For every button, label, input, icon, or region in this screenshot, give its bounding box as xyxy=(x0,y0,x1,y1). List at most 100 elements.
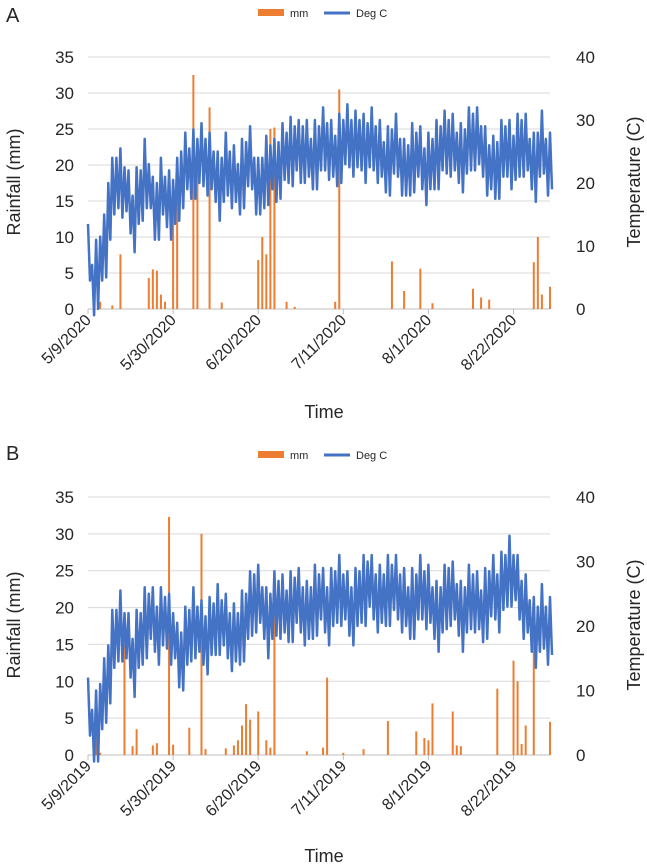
rainfall-bar xyxy=(119,254,122,309)
rainfall-bar xyxy=(326,677,329,755)
rainfall-bar xyxy=(188,727,191,755)
x-tick-label: 7/11/2019 xyxy=(289,758,351,820)
rainfall-bar xyxy=(451,711,454,755)
rainfall-bar xyxy=(459,746,462,755)
rainfall-bar xyxy=(480,297,483,309)
y-tick-left-label: 20 xyxy=(55,599,74,618)
rainfall-bar xyxy=(164,301,166,309)
x-tick-label: 8/1/2019 xyxy=(379,758,435,814)
rainfall-bar xyxy=(524,725,527,755)
rainfall-bar xyxy=(516,681,519,755)
y-tick-left-label: 30 xyxy=(55,525,74,544)
rainfall-bar xyxy=(172,211,175,309)
rainfall-bar xyxy=(431,303,434,309)
y-tick-right-label: 20 xyxy=(576,174,595,193)
rainfall-bar xyxy=(540,294,543,309)
rainfall-bar xyxy=(496,688,499,755)
rainfall-bar xyxy=(249,719,252,755)
rainfall-bar xyxy=(257,260,260,309)
rainfall-bar xyxy=(322,747,325,755)
rainfall-bar xyxy=(236,740,239,755)
y-tick-left-label: 15 xyxy=(55,635,74,654)
y-tick-left-label: 30 xyxy=(55,84,74,103)
rainfall-bar xyxy=(273,581,276,755)
x-tick-label: 8/1/2020 xyxy=(379,312,435,368)
y-tick-left-label: 25 xyxy=(55,562,74,581)
rainfall-bar xyxy=(532,262,535,309)
rainfall-bar xyxy=(423,738,426,755)
y-axis-title-left-a: Rainfall (mm) xyxy=(4,128,24,235)
y-tick-left-label: 25 xyxy=(55,120,74,139)
legend-swatch-mm xyxy=(258,9,284,16)
rainfall-bar xyxy=(549,286,551,309)
rainfall-bar xyxy=(431,703,434,755)
rainfall-bar xyxy=(419,268,422,309)
rainfall-bar xyxy=(151,745,154,755)
y-tick-left-label: 5 xyxy=(65,709,74,728)
rainfall-bar xyxy=(257,711,260,755)
rainfall-bar xyxy=(196,172,199,309)
rainfall-bar xyxy=(192,75,195,309)
rainfall-bar xyxy=(390,261,393,309)
chart-panel-a: 0 5 10 15 20 25 30 35 0 10 20 30 40 5/9/2020 5/30/2020… xyxy=(39,8,595,374)
legend-label-mm: mm xyxy=(290,450,308,462)
rainfall-bar xyxy=(204,749,207,755)
rainfall-bar xyxy=(285,301,288,309)
rainfall-bar xyxy=(261,237,264,309)
y-tick-left-label: 15 xyxy=(55,192,74,211)
legend-label-mm: mm xyxy=(290,8,308,20)
rainfall-bar xyxy=(232,745,235,755)
x-tick-label: 5/30/2019 xyxy=(118,758,180,820)
y-tick-left-label: 10 xyxy=(55,228,74,247)
x-tick-label: 5/30/2020 xyxy=(118,312,180,374)
rainfall-bar xyxy=(273,127,276,309)
rainfall-bar xyxy=(220,302,223,309)
y-axis-title-right-a: Temperature (C) xyxy=(624,116,644,247)
rainfall-bar xyxy=(265,254,268,309)
rainfall-bar xyxy=(415,731,418,755)
rainfall-bar xyxy=(111,305,114,309)
x-tick-label: 8/22/2019 xyxy=(458,758,520,820)
rainfall-bar xyxy=(362,749,365,755)
rainfall-bar xyxy=(123,644,126,755)
y-tick-right-label: 30 xyxy=(576,111,595,130)
y-tick-right-label: 0 xyxy=(576,746,585,765)
y-tick-left-label: 10 xyxy=(55,672,74,691)
rainfall-bar xyxy=(536,237,539,309)
y-tick-left-label: 0 xyxy=(65,300,74,319)
rainfall-bar xyxy=(147,278,150,309)
rainfall-bar xyxy=(334,301,337,309)
panel-label-b: B xyxy=(6,443,19,465)
x-axis-title-a: Time xyxy=(304,402,343,422)
rainfall-bar xyxy=(427,740,430,755)
y-tick-right-label: 10 xyxy=(576,682,595,701)
rainfall-bar xyxy=(386,721,389,755)
y-tick-left-label: 5 xyxy=(65,264,74,283)
rainfall-bar xyxy=(176,195,179,309)
y-tick-right-label: 0 xyxy=(576,300,585,319)
rainfall-bar xyxy=(151,269,154,309)
rainfall-bar xyxy=(293,306,296,309)
y-tick-right-label: 30 xyxy=(576,553,595,572)
rainfall-bar xyxy=(512,660,515,755)
rainfall-bar xyxy=(520,743,523,755)
rainfall-bar xyxy=(305,751,308,755)
rainfall-bar xyxy=(265,740,268,755)
y-tick-right-label: 20 xyxy=(576,617,595,636)
y-tick-left-label: 35 xyxy=(55,488,74,507)
rainfall-bar xyxy=(472,288,474,309)
y-axis-title-left-b: Rainfall (mm) xyxy=(4,571,24,678)
y-tick-right-label: 10 xyxy=(576,237,595,256)
legend-label-degc: Deg C xyxy=(356,450,387,462)
x-tick-label: 5/9/2019 xyxy=(39,758,95,814)
rainfall-bar xyxy=(269,129,272,309)
rainfall-bar xyxy=(99,301,102,309)
y-tick-right-label: 40 xyxy=(576,48,595,67)
y-tick-left-label: 0 xyxy=(65,746,74,765)
rainfall-bar xyxy=(549,721,551,755)
x-tick-label: 8/22/2020 xyxy=(458,312,520,374)
rainfall-bar xyxy=(99,752,102,755)
x-tick-label: 5/9/2020 xyxy=(39,312,95,368)
x-tick-label: 7/11/2020 xyxy=(289,312,351,374)
